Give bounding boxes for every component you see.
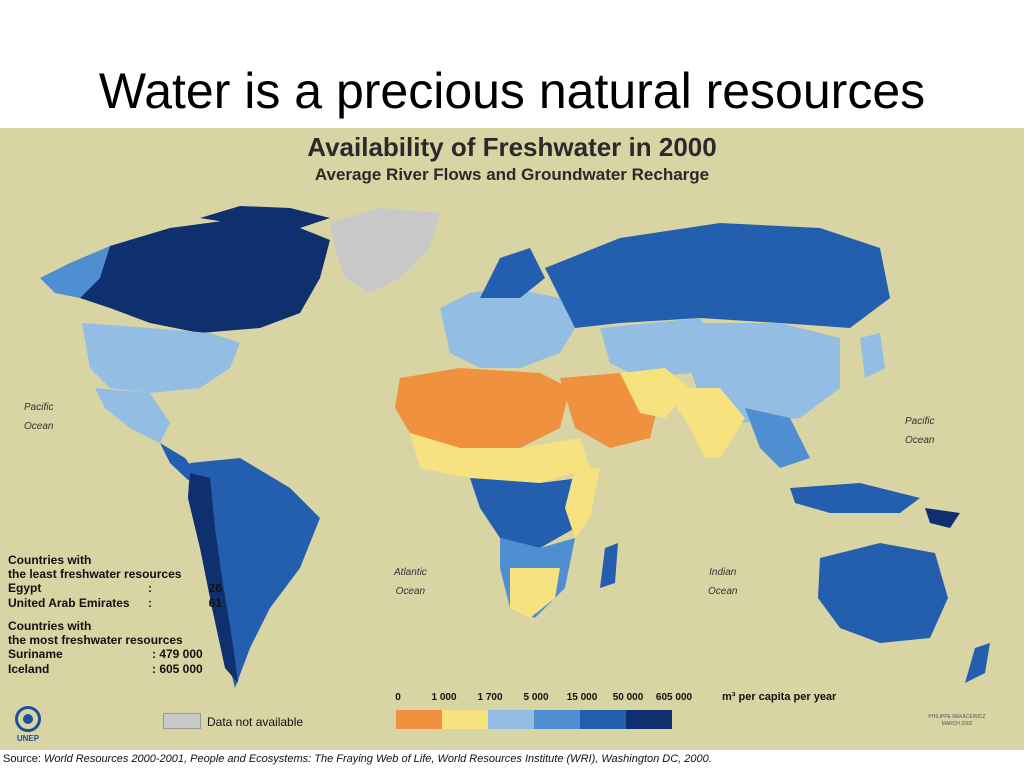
legend-ticks: 0 1 000 1 700 5 000 15 000 50 000 605 00… [395, 692, 726, 706]
map-title: Availability of Freshwater in 2000 [307, 132, 717, 162]
legend-swatch [442, 710, 488, 729]
region-canada [70, 220, 330, 333]
legend-tick: 1 000 [431, 692, 457, 703]
freshwater-map: Availability of Freshwater in 2000 Avera… [0, 128, 1024, 750]
region-indonesia [790, 483, 920, 513]
region-andes [188, 473, 238, 683]
region-russia [545, 223, 890, 328]
slide-title: Water is a precious natural resources [98, 63, 926, 119]
map-subtitle: Average River Flows and Groundwater Rech… [314, 165, 710, 184]
region-iran-pakistan [620, 368, 690, 418]
region-india [665, 388, 745, 458]
legend-swatch [488, 710, 534, 729]
region-europe [440, 288, 575, 368]
region-east-africa [565, 468, 600, 538]
most-heading-line1: Countries with [8, 619, 92, 633]
ocean-label-pacific-east: Pacific Ocean [905, 416, 935, 446]
ocean-label-pacific-west: Pacific Ocean [24, 402, 54, 432]
legend-na-swatch [163, 713, 201, 729]
ocean-label-atlantic: Atlantic Ocean [394, 567, 427, 597]
world-map-graphic [40, 206, 990, 688]
region-arctic-islands [200, 206, 330, 228]
legend-tick: 15 000 [566, 692, 598, 703]
fact-row-egypt: Egypt : 26 [8, 581, 222, 595]
region-mexico [95, 388, 170, 443]
fact-row-uae: United Arab Emirates : 61 [8, 596, 222, 610]
least-heading-line1: Countries with [8, 553, 92, 567]
region-central-asia [600, 318, 720, 378]
legend-na-label: Data not available [207, 715, 304, 729]
legend-swatch [396, 710, 442, 729]
region-madagascar [600, 543, 618, 588]
ocean-label-indian: Indian Ocean [708, 567, 738, 597]
region-alaska [40, 246, 110, 298]
region-papua [925, 508, 960, 528]
region-central-africa [470, 478, 580, 548]
source-citation: Source: World Resources 2000-2001, Peopl… [0, 750, 1024, 768]
fact-row-suriname: Suriname : 479 000 [8, 647, 203, 661]
map-credit: PHILIPPE REKACEWICZ MARCH 2002 [928, 714, 986, 727]
region-usa [82, 323, 240, 393]
legend-swatch [580, 710, 626, 729]
legend-swatch [626, 710, 672, 729]
region-sahel [410, 433, 590, 483]
freshwater-facts-box: Countries with the least freshwater reso… [8, 553, 222, 677]
unep-emblem-icon [15, 706, 41, 732]
region-southeast-asia [745, 408, 810, 468]
legend-tick: 1 700 [477, 692, 503, 703]
region-australia [818, 543, 948, 643]
legend-tick: 50 000 [612, 692, 644, 703]
legend-tick: 0 [395, 692, 401, 703]
legend-swatches [396, 710, 726, 729]
legend-tick: 605 000 [655, 692, 693, 703]
least-heading-line2: the least freshwater resources [8, 567, 182, 581]
region-south-africa [510, 568, 560, 618]
fact-row-iceland: Iceland : 605 000 [8, 662, 203, 676]
region-new-zealand [965, 643, 990, 683]
legend-swatch [534, 710, 580, 729]
legend-tick: 5 000 [523, 692, 549, 703]
region-scandinavia [480, 248, 545, 298]
most-heading-line2: the most freshwater resources [8, 633, 183, 647]
legend-unit: m³ per capita per year [722, 691, 837, 703]
unep-logo: UNEP [8, 706, 48, 743]
color-legend: 0 1 000 1 700 5 000 15 000 50 000 605 00… [395, 691, 836, 729]
region-south-america [188, 458, 320, 688]
region-greenland [330, 208, 440, 293]
region-north-africa [395, 368, 570, 448]
region-japan [860, 333, 885, 378]
